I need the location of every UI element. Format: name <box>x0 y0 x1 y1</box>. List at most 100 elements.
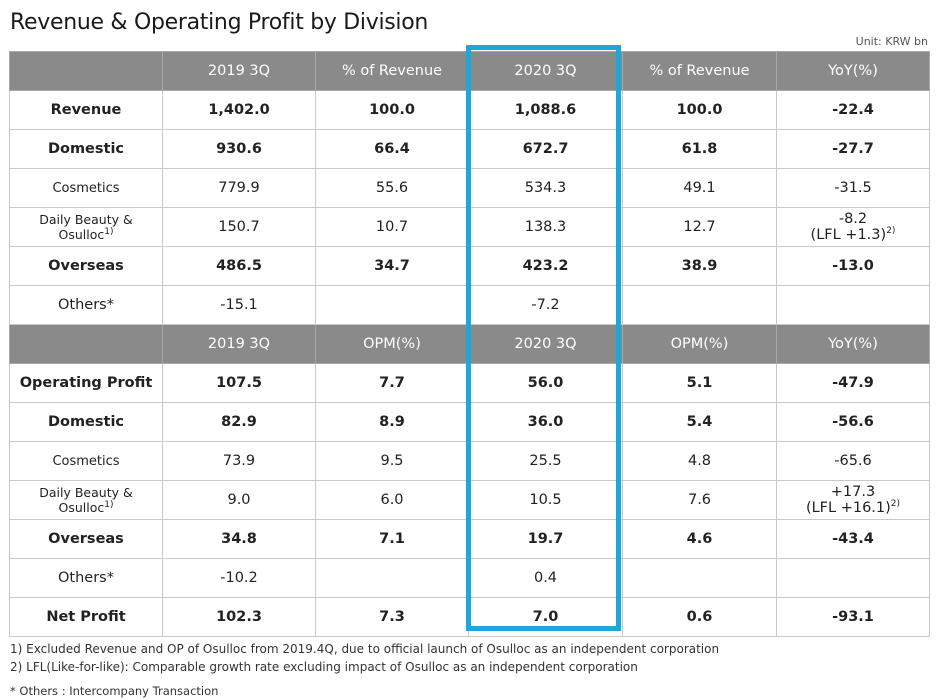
table-row: Cosmetics 73.9 9.5 25.5 4.8 -65.6 <box>9 441 930 481</box>
table-cell: 10.5 <box>468 480 623 520</box>
table-cell: -13.0 <box>776 246 930 286</box>
table-cell: 150.7 <box>162 207 316 247</box>
row-label: Net Profit <box>9 597 163 637</box>
table-cell: 6.0 <box>315 480 469 520</box>
table-cell: 36.0 <box>468 402 623 442</box>
table-cell: 5.4 <box>622 402 777 442</box>
footnote-marker: 1) <box>104 499 114 510</box>
row-label: Operating Profit <box>9 363 163 403</box>
header-cell: OPM(%) <box>622 324 777 364</box>
footnote-others: * Others : Intercompany Transaction <box>10 684 219 698</box>
table-row: Net Profit 102.3 7.3 7.0 0.6 -93.1 <box>9 597 930 637</box>
yoy-value: -8.2 <box>838 211 868 227</box>
header-cell: YoY(%) <box>776 51 930 91</box>
revenue-header-row: 2019 3Q % of Revenue 2020 3Q % of Revenu… <box>9 51 930 91</box>
table-cell: -10.2 <box>162 558 316 598</box>
table-cell: 10.7 <box>315 207 469 247</box>
table-cell: 107.5 <box>162 363 316 403</box>
table-cell: 55.6 <box>315 168 469 208</box>
lfl-value: (LFL +16.1)2) <box>777 500 929 516</box>
header-cell: % of Revenue <box>622 51 777 91</box>
table-cell: -47.9 <box>776 363 930 403</box>
table-row: Overseas 486.5 34.7 423.2 38.9 -13.0 <box>9 246 930 286</box>
table-cell: 930.6 <box>162 129 316 169</box>
table-cell: 102.3 <box>162 597 316 637</box>
table-cell: -65.6 <box>776 441 930 481</box>
footnotes: 1) Excluded Revenue and OP of Osulloc fr… <box>10 640 719 700</box>
table-cell: 56.0 <box>468 363 623 403</box>
table-cell: -43.4 <box>776 519 930 559</box>
table-cell: +17.3 (LFL +16.1)2) <box>776 480 930 520</box>
row-label: Cosmetics <box>9 168 163 208</box>
table-cell: 4.8 <box>622 441 777 481</box>
table-row: Daily Beauty & Osulloc1) 9.0 6.0 10.5 7.… <box>9 480 930 520</box>
table-cell <box>315 558 469 598</box>
lfl-value: (LFL +1.3)2) <box>777 227 929 243</box>
row-label: Others* <box>9 558 163 598</box>
table-cell: 0.6 <box>622 597 777 637</box>
table-cell: 8.9 <box>315 402 469 442</box>
table-cell: 5.1 <box>622 363 777 403</box>
table-cell: 38.9 <box>622 246 777 286</box>
header-cell <box>9 324 163 364</box>
table-row: Others* -10.2 0.4 <box>9 558 930 598</box>
table-cell: 534.3 <box>468 168 623 208</box>
table-row: Overseas 34.8 7.1 19.7 4.6 -43.4 <box>9 519 930 559</box>
row-label: Revenue <box>9 90 163 130</box>
table-cell: 486.5 <box>162 246 316 286</box>
table-cell: 25.5 <box>468 441 623 481</box>
unit-label: Unit: KRW bn <box>855 35 928 48</box>
footnote-marker: 1) <box>104 226 114 237</box>
table-cell: -15.1 <box>162 285 316 325</box>
table-cell: -31.5 <box>776 168 930 208</box>
header-cell <box>9 51 163 91</box>
table-cell: 1,088.6 <box>468 90 623 130</box>
table-cell: 1,402.0 <box>162 90 316 130</box>
table-cell: 138.3 <box>468 207 623 247</box>
table-cell: 0.4 <box>468 558 623 598</box>
footnote-1: 1) Excluded Revenue and OP of Osulloc fr… <box>10 642 720 656</box>
row-label: Others* <box>9 285 163 325</box>
table-cell: 7.7 <box>315 363 469 403</box>
table-cell: -27.7 <box>776 129 930 169</box>
table-cell: 34.8 <box>162 519 316 559</box>
table-row: Others* -15.1 -7.2 <box>9 285 930 325</box>
table-cell: 423.2 <box>468 246 623 286</box>
financial-table: 2019 3Q % of Revenue 2020 3Q % of Revenu… <box>9 51 930 637</box>
table-cell: 100.0 <box>315 90 469 130</box>
table-cell <box>622 558 777 598</box>
table-row: Daily Beauty & Osulloc1) 150.7 10.7 138.… <box>9 207 930 247</box>
lfl-text: (LFL +1.3) <box>810 227 887 243</box>
table-cell <box>776 558 930 598</box>
header-cell: 2020 3Q <box>468 324 623 364</box>
row-label: Daily Beauty & Osulloc1) <box>9 207 163 247</box>
header-cell: YoY(%) <box>776 324 930 364</box>
page-title: Revenue & Operating Profit by Division <box>10 10 429 35</box>
table-cell: -22.4 <box>776 90 930 130</box>
table-cell: 82.9 <box>162 402 316 442</box>
table-row: Domestic 930.6 66.4 672.7 61.8 -27.7 <box>9 129 930 169</box>
table-cell: 7.6 <box>622 480 777 520</box>
row-label: Daily Beauty & Osulloc1) <box>9 480 163 520</box>
table-cell: 7.1 <box>315 519 469 559</box>
header-cell: % of Revenue <box>315 51 469 91</box>
table-cell <box>776 285 930 325</box>
table-cell: 7.3 <box>315 597 469 637</box>
row-label: Domestic <box>9 129 163 169</box>
table-cell: 34.7 <box>315 246 469 286</box>
row-label-text: Daily Beauty & Osulloc <box>39 212 133 242</box>
table-cell: 100.0 <box>622 90 777 130</box>
header-cell: OPM(%) <box>315 324 469 364</box>
row-label: Cosmetics <box>9 441 163 481</box>
table-row: Cosmetics 779.9 55.6 534.3 49.1 -31.5 <box>9 168 930 208</box>
table-cell: 7.0 <box>468 597 623 637</box>
table-cell: -93.1 <box>776 597 930 637</box>
op-header-row: 2019 3Q OPM(%) 2020 3Q OPM(%) YoY(%) <box>9 324 930 364</box>
table-cell: 779.9 <box>162 168 316 208</box>
table-cell: 4.6 <box>622 519 777 559</box>
footnote-marker: 2) <box>890 499 901 510</box>
yoy-value: +17.3 <box>830 484 876 500</box>
table-cell: 49.1 <box>622 168 777 208</box>
row-label-text: Daily Beauty & Osulloc <box>39 485 133 515</box>
table-row: Domestic 82.9 8.9 36.0 5.4 -56.6 <box>9 402 930 442</box>
